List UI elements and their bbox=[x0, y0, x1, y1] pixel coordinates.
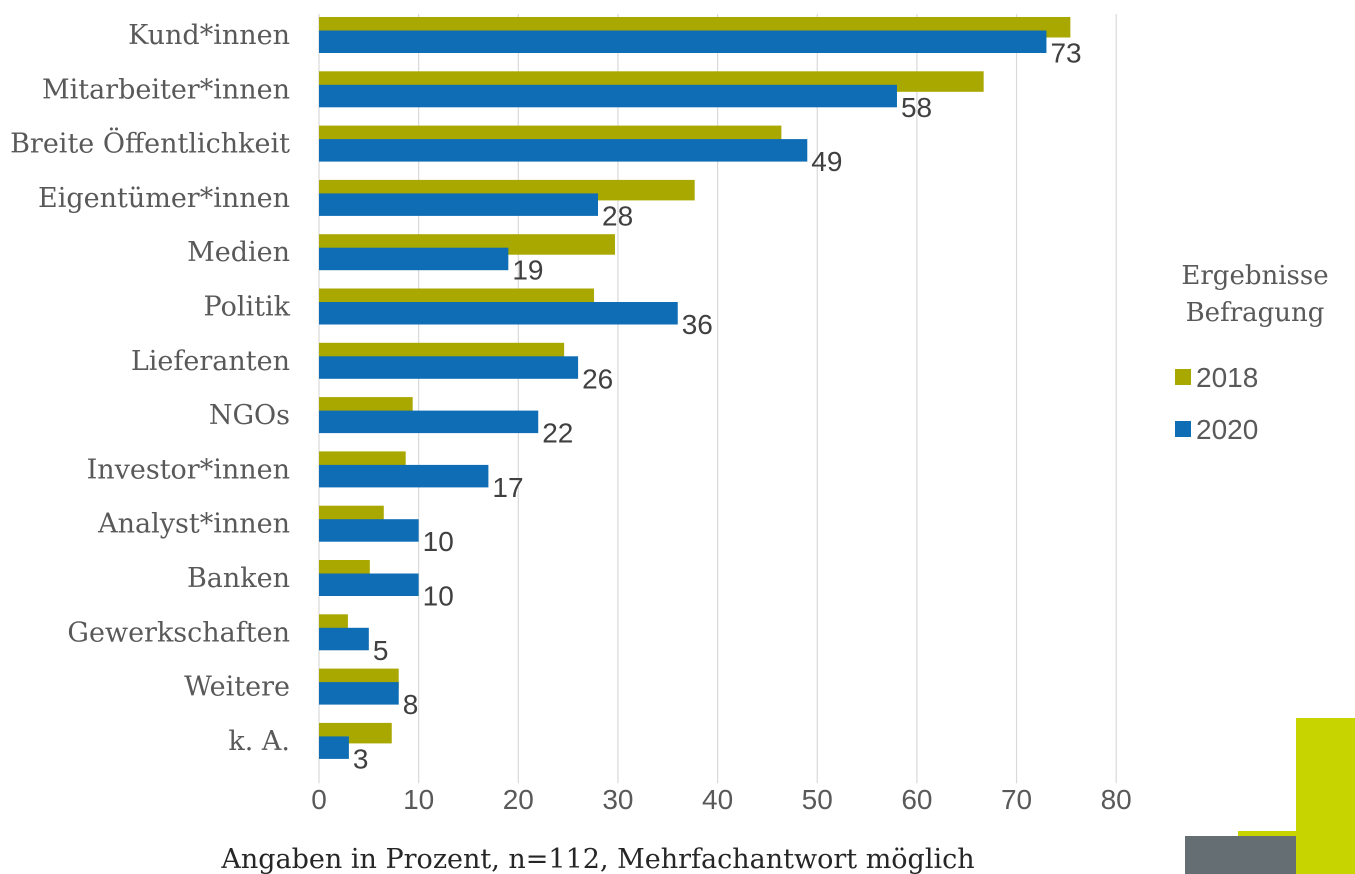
data-label-2020: 17 bbox=[492, 472, 523, 503]
category-label: Breite Öffentlichkeit bbox=[10, 126, 290, 160]
category-labels: Kund*innen Mitarbeiter*innen Breite Öffent… bbox=[10, 20, 291, 757]
bar-2020-eigentümer-innen bbox=[319, 193, 599, 216]
category-label: NGOs bbox=[209, 400, 290, 431]
category-label: Banken bbox=[187, 563, 290, 594]
bar-2020-mitarbeiter-innen bbox=[319, 84, 897, 108]
x-tick-10: 10 bbox=[403, 784, 434, 815]
data-label-2020: 28 bbox=[602, 200, 633, 231]
bar-2020-politik bbox=[319, 302, 678, 325]
bars bbox=[319, 17, 1071, 759]
bar-2020-breite-öffentlichkeit bbox=[319, 139, 808, 162]
x-tick-60: 60 bbox=[901, 784, 932, 815]
category-label: Investor*innen bbox=[87, 454, 290, 485]
bar-2020-kund-innen bbox=[319, 30, 1047, 53]
bar-2020-lieferanten bbox=[319, 356, 579, 379]
legend-label-2018: 2018 bbox=[1196, 362, 1258, 393]
x-tick-0: 0 bbox=[311, 784, 327, 815]
bar-2020-investor-innen bbox=[319, 464, 489, 488]
bar-2020-banken bbox=[319, 573, 419, 596]
legend-swatch-2018 bbox=[1175, 369, 1191, 385]
x-tick-70: 70 bbox=[1001, 784, 1032, 815]
data-label-2020: 36 bbox=[682, 309, 713, 340]
x-tick-40: 40 bbox=[702, 784, 733, 815]
bar-2020-gewerkschaften bbox=[319, 627, 369, 651]
x-tick-30: 30 bbox=[602, 784, 633, 815]
category-label: Lieferanten bbox=[131, 346, 290, 377]
category-label: Kund*innen bbox=[128, 20, 290, 51]
data-label-2020: 5 bbox=[373, 635, 389, 666]
data-labels: 73 58 49 28 19 36 26 22 17 10 10 58 3 bbox=[353, 38, 1082, 775]
decor-dark-block bbox=[1185, 836, 1296, 874]
decor-lime-block bbox=[1296, 718, 1355, 874]
bar-2020-medien bbox=[319, 247, 509, 271]
bar-2020-analyst-innen bbox=[319, 519, 419, 542]
bar-2020-weitere bbox=[319, 682, 399, 705]
category-label: k. A. bbox=[228, 726, 290, 757]
x-tick-50: 50 bbox=[802, 784, 833, 815]
data-label-2020: 19 bbox=[512, 255, 543, 286]
data-label-2020: 10 bbox=[423, 581, 454, 612]
category-label: Mitarbeiter*innen bbox=[42, 74, 290, 105]
legend-label-2020: 2020 bbox=[1196, 414, 1258, 445]
data-label-2020: 26 bbox=[582, 363, 613, 394]
category-label: Weitere bbox=[184, 672, 290, 703]
x-tick-20: 20 bbox=[503, 784, 534, 815]
bar-2020-ngos bbox=[319, 410, 539, 434]
category-label: Politik bbox=[204, 292, 291, 323]
data-label-2020: 10 bbox=[423, 526, 454, 557]
category-label: Eigentümer*innen bbox=[38, 183, 290, 214]
x-axis-label: Angaben in Prozent, n=112, Mehrfachantwo… bbox=[220, 844, 974, 874]
data-label-2020: 58 bbox=[901, 92, 932, 123]
data-label-2020: 3 bbox=[353, 743, 369, 774]
decor-lime-line bbox=[1238, 831, 1296, 836]
brand-decoration bbox=[1185, 718, 1355, 874]
legend-title-line: Ergebnisse bbox=[1181, 261, 1328, 291]
category-label: Gewerkschaften bbox=[67, 617, 290, 648]
data-label-2020: 8 bbox=[403, 689, 419, 720]
category-label: Analyst*innen bbox=[97, 509, 290, 540]
bar-2020-k-a- bbox=[319, 736, 349, 759]
legend-swatch-2020 bbox=[1175, 421, 1191, 437]
category-label: Medien bbox=[187, 237, 290, 268]
data-label-2020: 22 bbox=[542, 418, 573, 449]
legend: Ergebnisse Befragung 2018 2020 bbox=[1175, 261, 1329, 445]
data-label-2020: 73 bbox=[1050, 38, 1081, 69]
x-tick-labels: 0 10 20 30 40 50 60 70 80 bbox=[311, 784, 1132, 815]
legend-title-line: Befragung bbox=[1186, 298, 1325, 328]
data-label-2020: 49 bbox=[811, 146, 842, 177]
x-tick-80: 80 bbox=[1101, 784, 1132, 815]
